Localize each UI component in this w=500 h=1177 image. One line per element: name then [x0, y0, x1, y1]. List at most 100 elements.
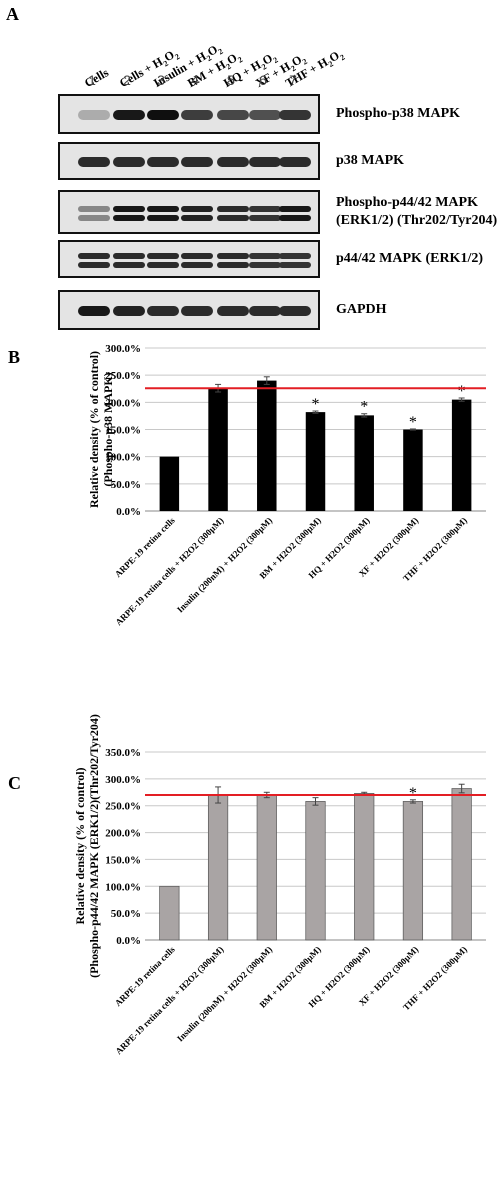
blot-band: [147, 157, 179, 167]
blot-band: [217, 157, 249, 167]
bar: [451, 788, 472, 941]
blot-band: [249, 215, 281, 221]
significance-marker: *: [458, 383, 466, 400]
y-tick-label: 150.0%: [105, 854, 141, 866]
blot-band: [217, 306, 249, 316]
blot-band: [279, 253, 311, 259]
y-tick-label: 350.0%: [105, 747, 141, 759]
panel-a-letter: A: [6, 4, 19, 24]
panel-b-letter: B: [8, 347, 21, 367]
category-label: Insulin (200nM) + H2O2 (300µM): [175, 944, 274, 1043]
blot-band: [181, 110, 213, 120]
y-tick-label: 300.0%: [105, 774, 141, 786]
blot-band: [249, 306, 281, 316]
blot-panel: [58, 94, 320, 134]
blot-label: Phospho-p38 MAPK: [336, 106, 461, 121]
chart-b: 0.0% 50.0% 100.0% 150.0% 200.0% 250.0% 300.0% A…: [87, 343, 486, 627]
blot-band: [217, 110, 249, 120]
significance-marker: *: [409, 414, 417, 431]
blot-band: [147, 110, 179, 120]
lane-number: 3: [157, 72, 165, 88]
blot-panel: [58, 240, 320, 278]
blot-band: [78, 110, 110, 120]
y-tick-label: 250.0%: [105, 801, 141, 813]
bar: [256, 794, 277, 941]
blot-band: [217, 262, 249, 268]
blot-band: [113, 215, 145, 221]
blot-band: [147, 206, 179, 212]
blot-panel: [58, 290, 320, 330]
y-tick-label: 100.0%: [105, 452, 141, 464]
bar: [403, 429, 423, 511]
blot-band: [78, 306, 110, 316]
y-tick-label: 50.0%: [111, 908, 141, 920]
blot-label: p44/42 MAPK (ERK1/2): [336, 251, 483, 266]
significance-marker: *: [409, 785, 417, 802]
blot-panel: [58, 142, 320, 180]
blot-band: [217, 206, 249, 212]
y-axis-label-2: (Phospho-p38 MAPK): [101, 372, 115, 486]
blot-band: [181, 306, 213, 316]
blot-band: [181, 157, 213, 167]
y-axis-label: Relative density (% of control): [73, 767, 87, 924]
y-tick-label: 100.0%: [105, 881, 141, 893]
blot-band: [181, 253, 213, 259]
blot-band: [113, 253, 145, 259]
blot-band: [78, 206, 110, 212]
bar: [257, 380, 277, 511]
lane-number: 5: [227, 72, 235, 88]
blot-band: [78, 215, 110, 221]
blot-label: GAPDH: [336, 302, 387, 317]
blot-band: [217, 253, 249, 259]
significance-marker: *: [312, 396, 320, 413]
blot-band: [113, 157, 145, 167]
bar: [207, 794, 229, 941]
significance-marker: *: [360, 399, 368, 416]
y-tick-label: 0.0%: [116, 935, 141, 947]
panel-c-letter: C: [8, 773, 21, 793]
blot-band: [113, 206, 145, 212]
blot-band: [249, 157, 281, 167]
blot-label: Phospho-p44/42 MAPK (ERK1/2) (Thr202/Tyr2…: [336, 195, 498, 228]
blot-band: [279, 110, 311, 120]
bar: [208, 388, 228, 511]
bar: [354, 415, 374, 511]
blot-band: [78, 253, 110, 259]
blot-band: [147, 215, 179, 221]
blot-band: [147, 306, 179, 316]
y-axis-label: Relative density (% of control): [87, 351, 101, 508]
blot-panel: [58, 190, 320, 234]
y-tick-label: 150.0%: [105, 425, 141, 437]
bar: [354, 793, 375, 941]
bar: [159, 456, 180, 511]
blot-band: [78, 262, 110, 268]
blot-band: [249, 253, 281, 259]
blot-band: [113, 306, 145, 316]
blot-band: [181, 262, 213, 268]
y-tick-label: 250.0%: [105, 370, 141, 382]
blot-band: [147, 262, 179, 268]
blot-band: [113, 110, 145, 120]
blot-band: [279, 206, 311, 212]
category-label: ARPE-19 retina cells + H2O2 (300µM): [113, 944, 225, 1056]
blot-band: [279, 306, 311, 316]
blot-band: [279, 157, 311, 167]
blot-band: [217, 215, 249, 221]
y-tick-label: 300.0%: [105, 343, 141, 355]
blot-band: [147, 253, 179, 259]
lane-number: 6: [259, 72, 267, 88]
blot-band: [113, 262, 145, 268]
blot-band: [181, 206, 213, 212]
y-tick-label: 0.0%: [116, 506, 141, 518]
blot-band: [181, 215, 213, 221]
bar: [451, 399, 472, 511]
lane-number: 2: [123, 72, 131, 88]
lane-number: 1: [88, 72, 96, 88]
blot-band: [78, 157, 110, 167]
bar: [402, 801, 424, 941]
bar: [305, 801, 326, 941]
blot-band: [279, 215, 311, 221]
y-tick-label: 50.0%: [111, 479, 141, 491]
lane-number: 7: [289, 72, 297, 88]
blot-band: [249, 110, 281, 120]
